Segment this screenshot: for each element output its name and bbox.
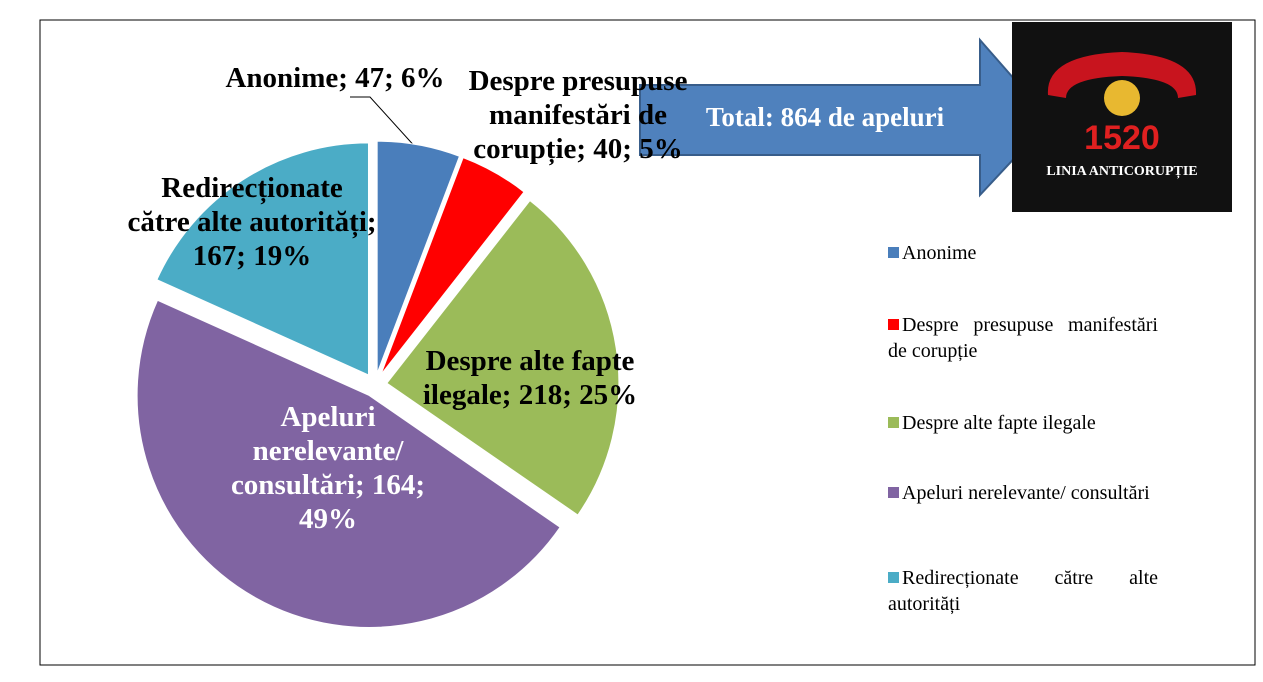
legend-swatch: [888, 417, 899, 428]
legend-label: Despre alte fapte ilegale: [902, 412, 1096, 434]
logo-emblem: [1104, 80, 1140, 116]
data-label: Redirecționate către alte autorități; 16…: [127, 172, 377, 272]
pie-slice: [136, 299, 561, 628]
legend-label: Redirecționate către alte autorități: [888, 567, 1158, 615]
legend-item: Despre presupuse manifestări de corupție: [888, 312, 1158, 364]
legend-swatch: [888, 319, 899, 330]
data-label: Despre presupuse manifestări de corupție…: [468, 65, 688, 165]
legend-swatch: [888, 572, 899, 583]
data-label: Anonime; 47; 6%: [225, 62, 445, 94]
pie-slice: [376, 140, 461, 374]
logo-phone: [1047, 52, 1197, 98]
frame: [39, 19, 1256, 666]
legend-swatch: [888, 487, 899, 498]
data-label: Apeluri nerelevante/ consultări; 164; 49…: [230, 401, 426, 535]
logo-number: 1520: [1084, 119, 1160, 157]
annotation: Total: 864 de apeluri: [706, 102, 945, 132]
legend-swatch: [888, 247, 899, 258]
logo: [1012, 22, 1232, 212]
legend-label: Anonime: [902, 242, 977, 264]
legend-item: Despre alte fapte ilegale: [888, 410, 1158, 436]
legend-label: Despre presupuse manifestări de corupție: [888, 314, 1158, 362]
pie-slice: [380, 156, 525, 375]
data-label: Despre alte fapte ilegale; 218; 25%: [422, 345, 638, 411]
pie-slice: [386, 199, 620, 516]
legend-item: Apeluri nerelevante/ consultări: [888, 480, 1158, 506]
leader-line: [350, 96, 419, 151]
logo-text: LINIA ANTICORUPȚIE: [1046, 164, 1197, 179]
pie-slice: [156, 142, 369, 376]
legend-item: Redirecționate către alte autorități: [888, 565, 1158, 617]
legend-item: Anonime: [888, 240, 1158, 266]
legend-label: Apeluri nerelevante/ consultări: [902, 482, 1150, 504]
